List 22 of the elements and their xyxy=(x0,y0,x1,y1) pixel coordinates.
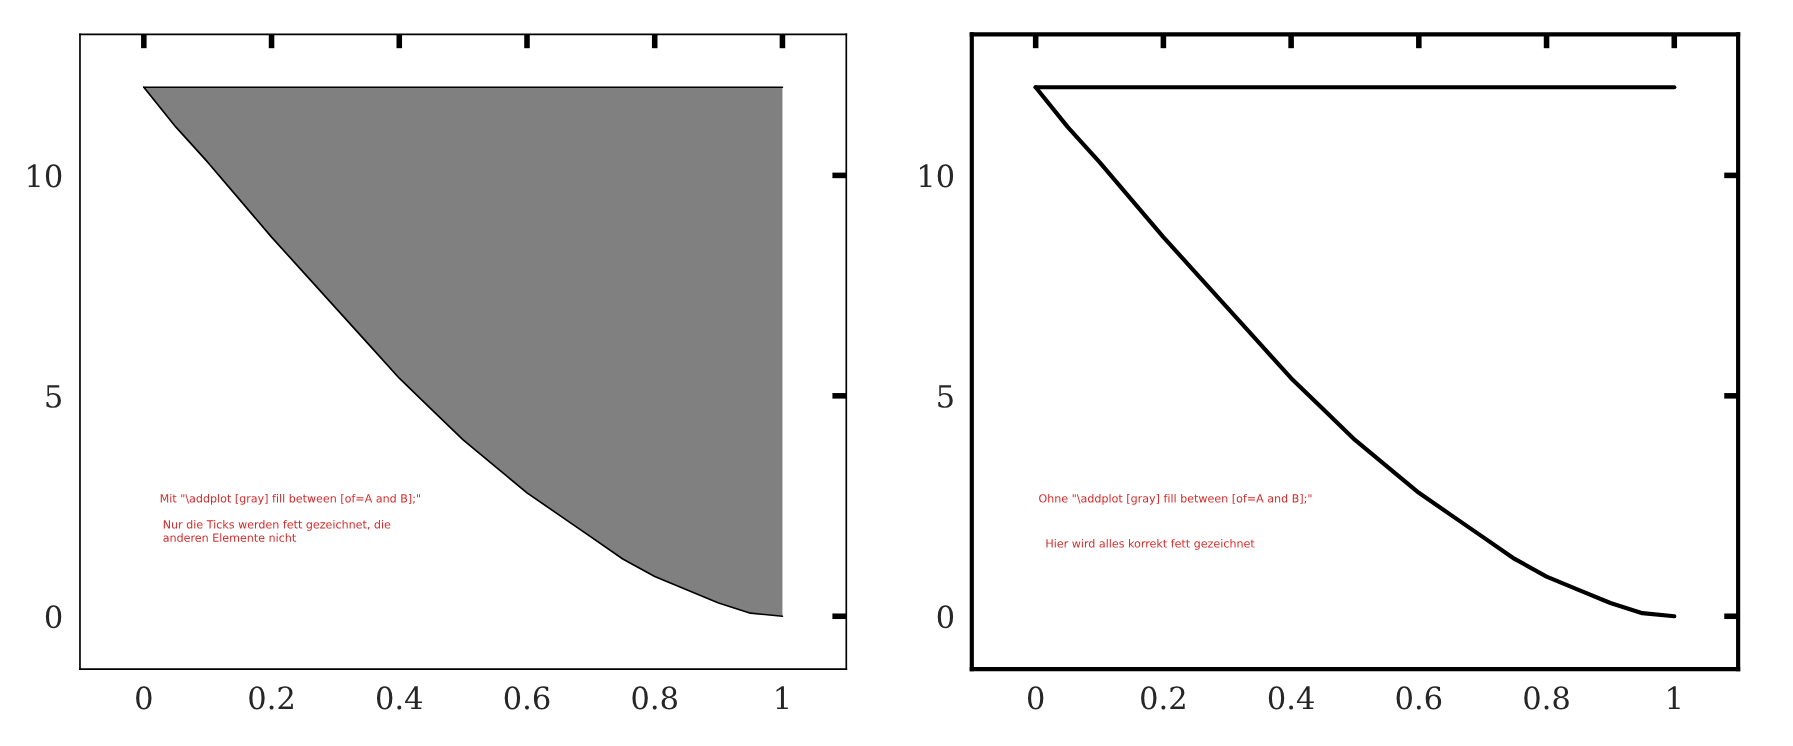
x-tick-label: 0.4 xyxy=(1268,686,1314,710)
x-tick-label: 0.2 xyxy=(1141,686,1185,710)
annotation: Nur die Ticks werden fett gezeichnet, die anderen Elemente nicht xyxy=(163,519,391,542)
y-tick-label: 5 xyxy=(46,385,61,408)
x-tick-label: 0.6 xyxy=(504,686,550,710)
y-tick-label: 0 xyxy=(45,605,62,629)
x-tick-label: 1 xyxy=(776,686,788,710)
x-tick-label: 0.8 xyxy=(1524,686,1569,710)
x-tick-label: 0 xyxy=(1027,686,1044,710)
annotation: Ohne "\addplot [gray] fill between [of=A and B];" xyxy=(1039,493,1312,505)
x-tick-label: 0 xyxy=(136,686,152,710)
annotation: Hier wird alles korrekt fett gezeichnet xyxy=(1046,539,1255,550)
x-tick-label: 0.2 xyxy=(249,686,293,710)
y-tick-label: 0 xyxy=(937,605,954,629)
x-tick-label: 0.8 xyxy=(632,686,677,710)
x-tick-label: 0.6 xyxy=(1396,686,1442,710)
annotation: Mit "\addplot [gray] fill between [of=A and B];" xyxy=(160,493,420,505)
y-tick-label: 10 xyxy=(28,164,62,188)
x-tick-label: 0.4 xyxy=(376,686,423,710)
y-tick-label: 5 xyxy=(938,385,953,408)
y-tick-label: 10 xyxy=(919,164,954,188)
x-tick-label: 1 xyxy=(1668,686,1680,710)
